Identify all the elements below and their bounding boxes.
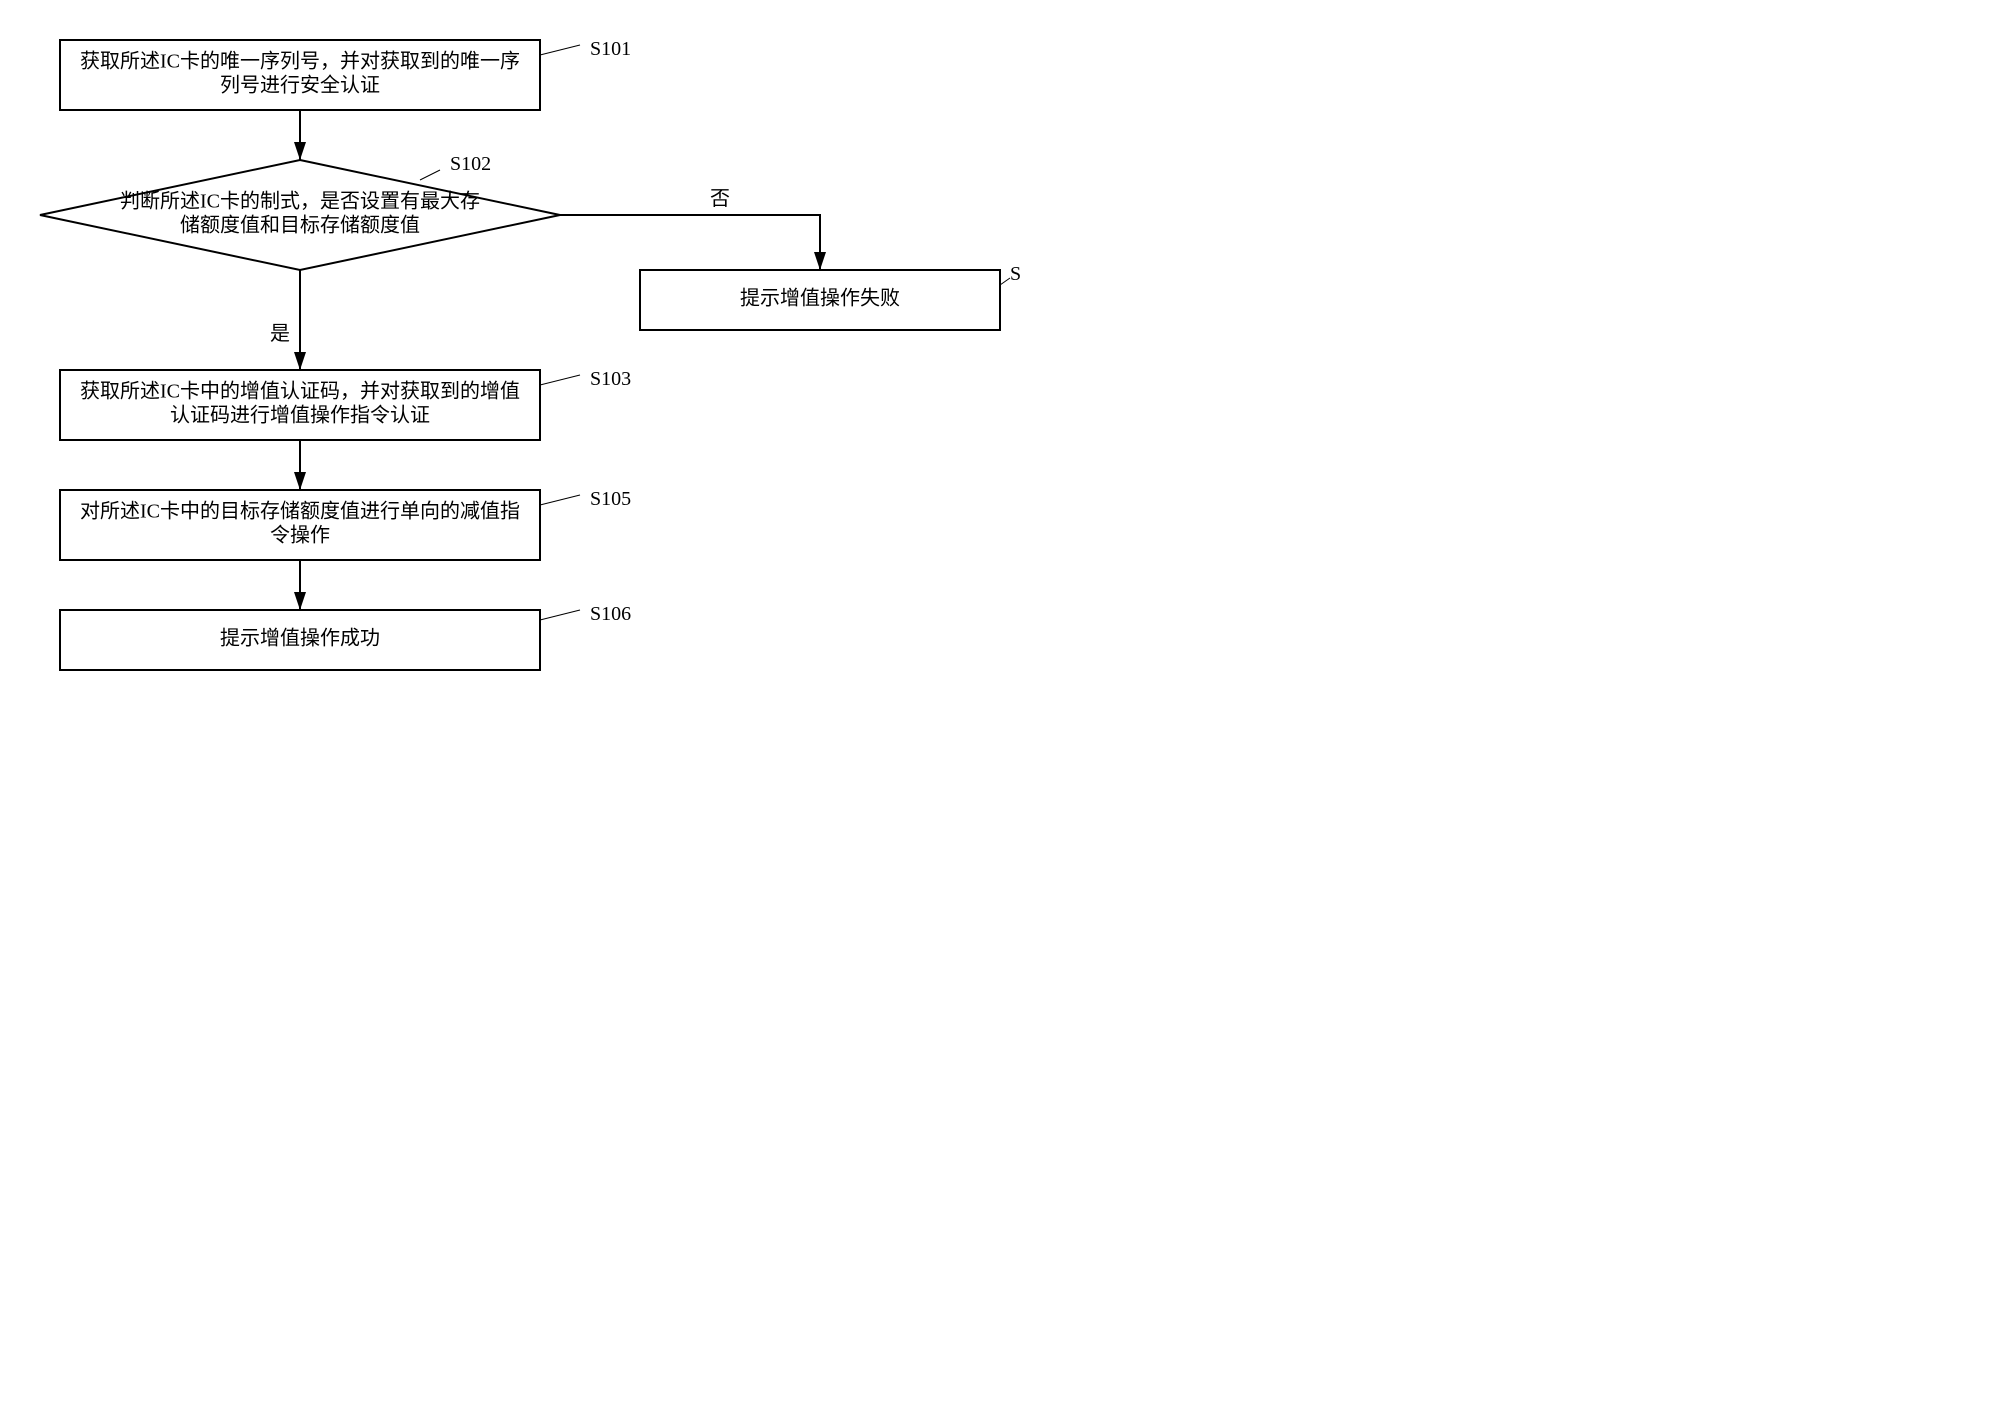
flow-edge [560,215,820,270]
edge-label: 否 [710,188,730,210]
node-text: 判断所述IC卡的制式，是否设置有最大存 [120,190,480,213]
step-label: S103 [590,368,631,390]
node-text: 令操作 [270,524,330,547]
step-label: S106 [590,603,631,625]
node-text: 提示增值操作成功 [220,627,380,650]
node-text: 储额度值和目标存储额度值 [180,214,420,237]
label-tick [540,610,580,620]
step-label: S101 [590,38,631,60]
node-text: 获取所述IC卡中的增值认证码，并对获取到的增值 [80,380,520,403]
label-tick [540,375,580,385]
step-label: S104 [1010,263,1020,285]
node-text: 提示增值操作失败 [740,287,900,310]
label-tick [540,45,580,55]
node-text: 对所述IC卡中的目标存储额度值进行单向的减值指 [80,500,520,523]
label-tick [1000,278,1010,285]
label-tick [540,495,580,505]
flowchart-canvas: 获取所述IC卡的唯一序列号，并对获取到的唯一序列号进行安全认证 S101 判断所述I… [20,20,1020,740]
step-label: S102 [450,153,491,175]
label-tick [420,170,440,180]
edge-label: 是 [270,323,290,345]
node-text: 列号进行安全认证 [220,74,380,97]
step-label: S105 [590,488,631,510]
node-text: 获取所述IC卡的唯一序列号，并对获取到的唯一序 [80,50,520,73]
node-text: 认证码进行增值操作指令认证 [170,404,430,427]
